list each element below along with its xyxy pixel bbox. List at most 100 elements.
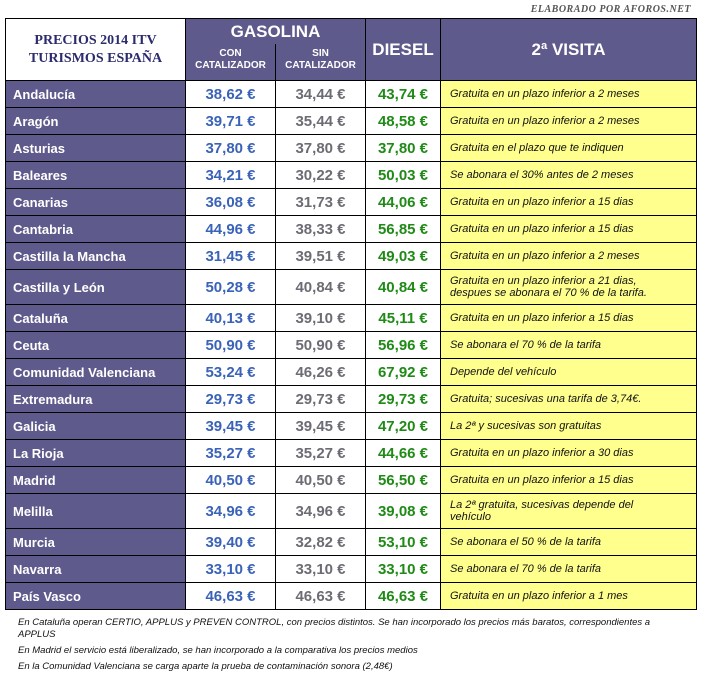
price-diesel: 56,96 € <box>365 331 441 359</box>
price-con-catalizador: 40,50 € <box>185 466 276 494</box>
region-cell: Ceuta <box>5 331 186 359</box>
header-gasolina: GASOLINA <box>185 18 366 44</box>
table-row: Castilla la Mancha 31,45 €39,51 €49,03 € G… <box>5 242 697 270</box>
footnote: En Madrid el servicio está liberalizado,… <box>18 645 418 656</box>
price-diesel: 46,63 € <box>365 582 441 610</box>
segunda-visita-cell: Gratuita en un plazo inferior a 15 dias <box>440 466 697 494</box>
price-diesel: 44,66 € <box>365 439 441 467</box>
segunda-visita-text-line2: vehículo <box>450 511 491 523</box>
price-con-catalizador: 31,45 € <box>185 242 276 270</box>
price-con-catalizador: 39,40 € <box>185 528 276 556</box>
table-row: Castilla y León 50,28 €40,84 €40,84 € Grat… <box>5 269 697 305</box>
price-diesel: 48,58 € <box>365 107 441 135</box>
segunda-visita-cell: Depende del vehículo <box>440 358 697 386</box>
segunda-visita-text: Gratuita en un plazo inferior a 21 dias, <box>450 275 637 287</box>
region-cell: Castilla la Mancha <box>5 242 186 270</box>
price-sin-catalizador: 33,10 € <box>275 555 366 583</box>
segunda-visita-text: Gratuita en un plazo inferior a 15 dias <box>450 312 634 324</box>
price-diesel: 37,80 € <box>365 134 441 162</box>
price-con-catalizador: 50,28 € <box>185 269 276 305</box>
header-sin-catalizador: SIN CATALIZADOR <box>275 44 366 81</box>
segunda-visita-cell: Gratuita; sucesivas una tarifa de 3,74€. <box>440 385 697 413</box>
price-diesel: 44,06 € <box>365 188 441 216</box>
segunda-visita-text: Gratuita en un plazo inferior a 2 meses <box>450 88 640 100</box>
credit-label: ELABORADO POR AFOROS.NET <box>530 4 691 15</box>
header-diesel: DIESEL <box>365 18 441 81</box>
price-diesel: 45,11 € <box>365 304 441 332</box>
table-row: La Rioja 35,27 €35,27 €44,66 € Gratuita en… <box>5 439 697 467</box>
price-con-catalizador: 29,73 € <box>185 385 276 413</box>
header-segunda-visita: 2ª VISITA <box>440 18 697 81</box>
price-sin-catalizador: 46,26 € <box>275 358 366 386</box>
price-con-catalizador: 34,96 € <box>185 493 276 529</box>
segunda-visita-cell: La 2ª gratuita, sucesivas depende del veh… <box>440 493 697 529</box>
price-sin-catalizador: 37,80 € <box>275 134 366 162</box>
segunda-visita-cell: La 2ª y sucesivas son gratuitas <box>440 412 697 440</box>
region-cell: La Rioja <box>5 439 186 467</box>
table-row: Galicia 39,45 €39,45 €47,20 € La 2ª y suce… <box>5 412 697 440</box>
header-con-line2: CATALIZADOR <box>195 60 266 71</box>
price-diesel: 40,84 € <box>365 269 441 305</box>
table-row: Melilla 34,96 €34,96 €39,08 € La 2ª gratui… <box>5 493 697 529</box>
segunda-visita-text: Gratuita en un plazo inferior a 2 meses <box>450 115 640 127</box>
itv-price-table: PRECIOS 2014 ITV TURISMOS ESPAÑA GASOLIN… <box>5 18 697 610</box>
segunda-visita-cell: Se abonara el 50 % de la tarifa <box>440 528 697 556</box>
price-con-catalizador: 34,21 € <box>185 161 276 189</box>
price-sin-catalizador: 40,84 € <box>275 269 366 305</box>
segunda-visita-cell: Se abonara el 70 % de la tarifa <box>440 555 697 583</box>
segunda-visita-text: Gratuita en un plazo inferior a 30 dias <box>450 447 634 459</box>
segunda-visita-cell: Gratuita en el plazo que te indiquen <box>440 134 697 162</box>
price-con-catalizador: 38,62 € <box>185 80 276 108</box>
table-row: Comunidad Valenciana 53,24 €46,26 €67,92 … <box>5 358 697 386</box>
price-con-catalizador: 40,13 € <box>185 304 276 332</box>
price-con-catalizador: 33,10 € <box>185 555 276 583</box>
region-cell: Cataluña <box>5 304 186 332</box>
price-sin-catalizador: 39,45 € <box>275 412 366 440</box>
price-con-catalizador: 50,90 € <box>185 331 276 359</box>
region-cell: Murcia <box>5 528 186 556</box>
price-con-catalizador: 39,45 € <box>185 412 276 440</box>
segunda-visita-text: Gratuita en un plazo inferior a 15 dias <box>450 196 634 208</box>
price-diesel: 39,08 € <box>365 493 441 529</box>
region-cell: Baleares <box>5 161 186 189</box>
table-row: País Vasco 46,63 €46,63 €46,63 € Gratuita … <box>5 582 697 610</box>
segunda-visita-cell: Gratuita en un plazo inferior a 2 meses <box>440 242 697 270</box>
price-con-catalizador: 35,27 € <box>185 439 276 467</box>
price-con-catalizador: 44,96 € <box>185 215 276 243</box>
table-row: Cataluña 40,13 €39,10 €45,11 € Gratuita en… <box>5 304 697 332</box>
price-sin-catalizador: 46,63 € <box>275 582 366 610</box>
region-cell: Cantabria <box>5 215 186 243</box>
segunda-visita-cell: Se abonara el 30% antes de 2 meses <box>440 161 697 189</box>
region-cell: Andalucía <box>5 80 186 108</box>
price-con-catalizador: 37,80 € <box>185 134 276 162</box>
price-sin-catalizador: 32,82 € <box>275 528 366 556</box>
table-row: Andalucía 38,62 €34,44 €43,74 € Gratuita e… <box>5 80 697 108</box>
region-cell: Aragón <box>5 107 186 135</box>
region-cell: Extremadura <box>5 385 186 413</box>
segunda-visita-cell: Se abonara el 70 % de la tarifa <box>440 331 697 359</box>
segunda-visita-cell: Gratuita en un plazo inferior a 15 dias <box>440 304 697 332</box>
price-diesel: 33,10 € <box>365 555 441 583</box>
region-cell: País Vasco <box>5 582 186 610</box>
region-cell: Comunidad Valenciana <box>5 358 186 386</box>
header-con-catalizador: CON CATALIZADOR <box>185 44 276 81</box>
price-diesel: 43,74 € <box>365 80 441 108</box>
region-cell: Galicia <box>5 412 186 440</box>
price-diesel: 49,03 € <box>365 242 441 270</box>
footnote: En la Comunidad Valenciana se carga apar… <box>18 661 393 672</box>
segunda-visita-text: La 2ª y sucesivas son gratuitas <box>450 420 602 432</box>
segunda-visita-text-line2: despues se abonara el 70 % de la tarifa. <box>450 287 647 299</box>
segunda-visita-text: Gratuita en un plazo inferior a 1 mes <box>450 590 628 602</box>
segunda-visita-text: Se abonara el 70 % de la tarifa <box>450 563 602 575</box>
segunda-visita-cell: Gratuita en un plazo inferior a 15 dias <box>440 188 697 216</box>
segunda-visita-cell: Gratuita en un plazo inferior a 1 mes <box>440 582 697 610</box>
price-con-catalizador: 53,24 € <box>185 358 276 386</box>
segunda-visita-text: Gratuita en un plazo inferior a 2 meses <box>450 250 640 262</box>
table-title-line1: PRECIOS 2014 ITV <box>34 32 157 48</box>
segunda-visita-text: La 2ª gratuita, sucesivas depende del <box>450 499 634 511</box>
price-diesel: 47,20 € <box>365 412 441 440</box>
table-row: Navarra 33,10 €33,10 €33,10 € Se abonara e… <box>5 555 697 583</box>
region-cell: Madrid <box>5 466 186 494</box>
table-row: Murcia 39,40 €32,82 €53,10 € Se abonara el… <box>5 528 697 556</box>
price-con-catalizador: 46,63 € <box>185 582 276 610</box>
